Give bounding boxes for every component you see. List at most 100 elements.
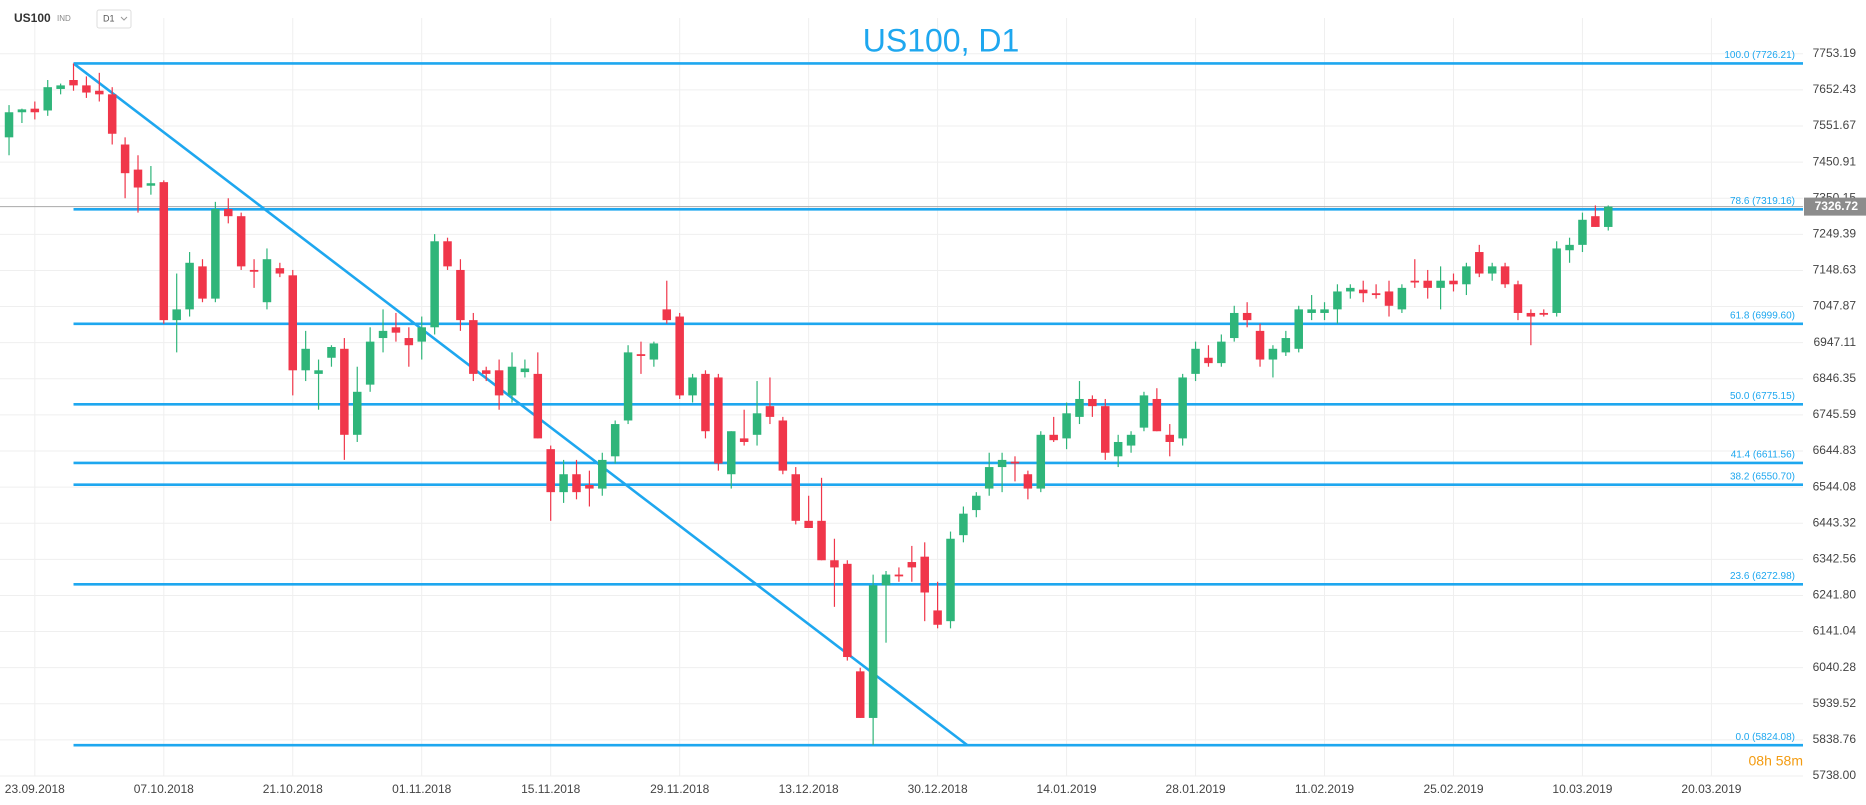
candle-body — [1462, 266, 1471, 285]
candle-body — [1165, 434, 1175, 442]
candle-body — [1023, 474, 1033, 489]
candle-body — [417, 327, 426, 342]
y-tick-label: 7148.63 — [1813, 263, 1857, 277]
symbol: US100 — [14, 11, 51, 25]
timeframe-select[interactable] — [96, 9, 132, 29]
candle-body — [649, 343, 659, 360]
candle-body — [301, 348, 310, 371]
candle-body — [997, 459, 1007, 468]
fib-label: 100.0 (7726.21) — [1724, 50, 1795, 61]
y-tick-label: 6443.32 — [1813, 515, 1857, 529]
fib-label: 0.0 (5824.08) — [1736, 732, 1796, 743]
y-tick-label: 7249.39 — [1813, 227, 1857, 241]
candle-body — [1049, 434, 1058, 441]
candle-body — [984, 467, 994, 489]
candle-body — [572, 474, 581, 493]
candle-body — [830, 560, 839, 568]
candle-body — [1410, 280, 1420, 283]
x-tick-label: 21.10.2018 — [263, 782, 323, 796]
candle-body — [56, 85, 65, 89]
candle-body — [1191, 348, 1200, 374]
y-tick-label: 7753.19 — [1813, 46, 1857, 60]
candle-body — [469, 320, 478, 374]
candle-body — [714, 377, 723, 464]
candle-body — [868, 585, 878, 718]
x-tick-label: 25.02.2019 — [1423, 782, 1483, 796]
candle-body — [1513, 284, 1523, 313]
candle-body — [959, 513, 968, 536]
candle-body — [82, 85, 91, 93]
candle-body — [198, 266, 207, 299]
fib-label: 61.8 (6999.60) — [1730, 310, 1795, 321]
candle-body — [675, 316, 684, 396]
fib-label: 41.4 (6611.56) — [1731, 450, 1795, 461]
timer: 08h 58m — [1749, 753, 1803, 769]
last-price-label: 7326.72 — [1815, 199, 1859, 213]
candle-body — [494, 370, 504, 396]
candle-body — [1578, 219, 1587, 245]
candle-body — [1591, 216, 1600, 227]
candle-body — [623, 352, 633, 421]
x-tick-label: 29.11.2018 — [650, 782, 709, 796]
y-tick-label: 7450.91 — [1813, 154, 1857, 168]
candle-body — [327, 347, 336, 358]
candle-body — [1242, 312, 1252, 321]
candle-body — [894, 574, 904, 577]
candle-body — [1268, 348, 1278, 360]
candle-body — [17, 109, 27, 113]
candles — [4, 63, 1613, 746]
candle-body — [804, 520, 813, 528]
timeframe[interactable]: D1 — [103, 13, 115, 23]
candle-body — [765, 406, 775, 417]
candle-body — [1384, 291, 1394, 306]
y-tick-label: 6745.59 — [1813, 407, 1857, 421]
candle-body — [1449, 280, 1458, 285]
candle-body — [172, 309, 181, 321]
candle-body — [1333, 291, 1342, 310]
candle-body — [456, 269, 465, 321]
x-tick-label: 10.03.2019 — [1552, 782, 1612, 796]
levels — [0, 62, 1803, 747]
fib-label: 78.6 (7319.16) — [1730, 196, 1795, 207]
labels: 5738.00 5838.76 5939.52 6040.28 6141.04 6241.… — [5, 46, 1866, 796]
candle-body — [443, 241, 452, 267]
y-tick-label: 6947.11 — [1814, 335, 1857, 349]
candle-body — [843, 563, 852, 658]
candle-body — [1255, 330, 1265, 360]
candle-body — [95, 90, 104, 95]
candle-body — [520, 368, 530, 373]
candle-body — [1036, 434, 1046, 489]
candle-body — [1358, 289, 1368, 294]
candle-body — [1075, 398, 1084, 417]
dropdown-caret — [120, 16, 128, 21]
candle-body — [146, 183, 156, 186]
y-tick-label: 6544.08 — [1813, 479, 1857, 493]
candle-body — [1604, 206, 1613, 227]
candle-body — [946, 538, 955, 622]
candle-body — [1101, 406, 1110, 453]
candle-body — [1423, 280, 1432, 288]
y-tick-label: 7551.67 — [1813, 118, 1857, 132]
candle-body — [1088, 398, 1097, 407]
x-tick-label: 14.01.2019 — [1037, 782, 1097, 796]
candle-body — [430, 241, 439, 328]
candle-body — [688, 377, 697, 396]
candle-body — [559, 474, 568, 493]
candle-body — [340, 348, 349, 435]
chart-title: US100, D1 — [863, 22, 1020, 58]
candle-body — [533, 373, 543, 439]
candle-body — [507, 366, 517, 396]
fib-label: 23.6 (6272.98) — [1730, 571, 1795, 582]
candle-body — [1565, 244, 1574, 251]
candle-body — [314, 370, 323, 374]
candle-body — [920, 556, 929, 593]
candle-body — [1397, 287, 1407, 310]
candle-body — [1062, 413, 1071, 439]
candle-body — [727, 431, 736, 475]
candle-body — [1371, 293, 1381, 296]
candle-body — [598, 459, 607, 489]
candle-body — [855, 671, 865, 718]
candle-body — [352, 391, 362, 435]
candle-body — [778, 420, 788, 471]
candle-body — [972, 495, 981, 511]
